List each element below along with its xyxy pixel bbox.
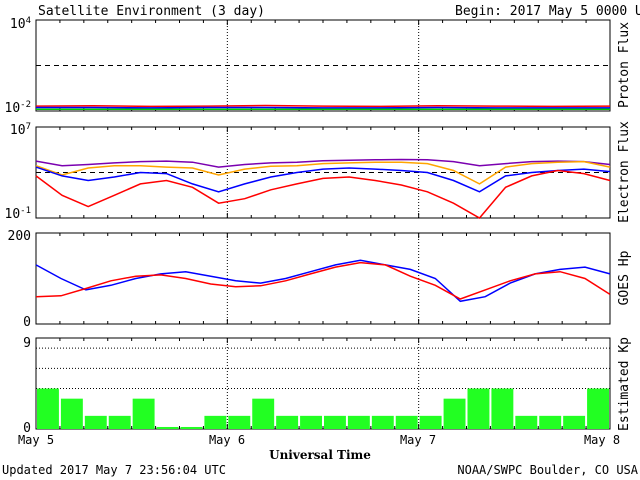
kp-bar (491, 388, 514, 429)
hp-ylabel: GOES Hp (617, 250, 632, 305)
orange-series-line (35, 160, 611, 185)
blue-series-line (35, 166, 611, 193)
kp-bar (276, 415, 299, 429)
kp-ytick-top: 9 (23, 336, 31, 351)
plot-layer (35, 20, 611, 429)
proton-ytick-bottom: 10-2 (5, 100, 32, 116)
xtick-may8: May 8 (584, 433, 620, 447)
kp-bar (300, 415, 322, 429)
kp-bar (324, 415, 346, 429)
electron-ytick-top: 107 (10, 122, 31, 138)
kp-bar (204, 415, 227, 429)
xtick-may6: May 6 (209, 433, 245, 447)
kp-bar (347, 415, 370, 429)
chart-title: Satellite Environment (3 day) (38, 4, 265, 19)
proton-ylabel: Proton Flux (617, 22, 632, 108)
kp-bar (467, 388, 490, 429)
proton-ytick-top: 104 (10, 16, 31, 32)
kp-bar (539, 415, 562, 429)
electron-ylabel: Electron Flux (617, 121, 632, 223)
kp-bar (371, 415, 394, 429)
kp-bar (132, 398, 155, 429)
kp-bar (587, 388, 609, 429)
kp-bar (563, 415, 586, 429)
kp-ylabel: Estimated Kp (617, 337, 632, 431)
xtick-may5: May 5 (18, 433, 54, 447)
kp-bar (37, 388, 59, 429)
kp-bar (515, 415, 538, 429)
red-series-line (35, 169, 611, 219)
blue-series-line (35, 259, 611, 303)
electron-ytick-bottom: 10-1 (5, 206, 32, 222)
kp-bar (108, 415, 131, 429)
kp-bar (443, 398, 466, 429)
kp-bar (84, 415, 107, 429)
kp-bar (395, 415, 418, 429)
red-series-line (35, 261, 611, 300)
kp-bar (228, 415, 251, 429)
kp-panel (35, 337, 611, 430)
updated-label: Updated 2017 May 7 23:56:04 UTC (2, 463, 226, 477)
kp-bar (419, 415, 442, 429)
xaxis-label: Universal Time (269, 448, 371, 462)
kp-ytick-bottom: 0 (23, 421, 31, 436)
xtick-may7: May 7 (400, 433, 436, 447)
credit-label: NOAA/SWPC Boulder, CO USA (457, 463, 638, 477)
begin-label: Begin: 2017 May 5 0000 UTC (455, 4, 640, 19)
purple-series-line (35, 158, 611, 168)
red-series-line (35, 104, 611, 108)
kp-bar (252, 398, 275, 429)
hp-ytick-top: 200 (8, 229, 31, 244)
kp-bar (60, 398, 83, 429)
kp-bar (180, 426, 203, 429)
hp-ytick-bottom: 0 (23, 315, 31, 330)
kp-bar (156, 426, 179, 429)
